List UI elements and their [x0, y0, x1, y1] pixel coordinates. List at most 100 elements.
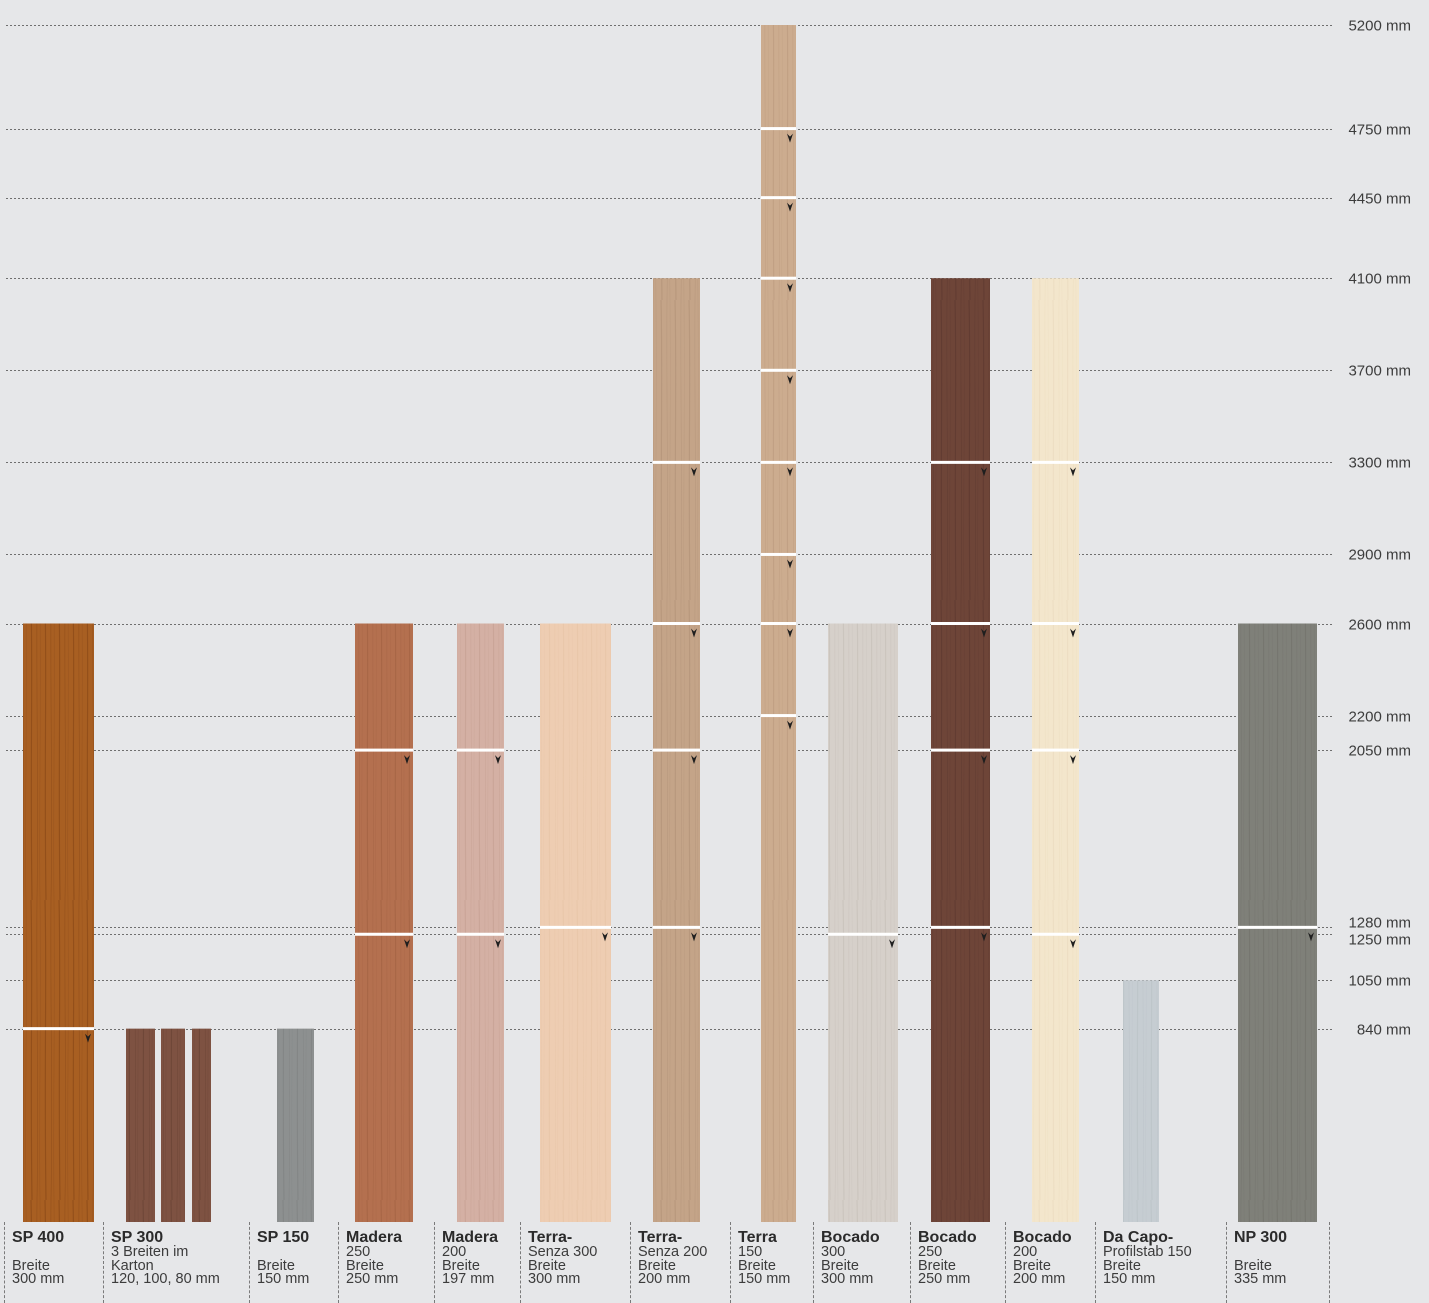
product-label-7: Terra 150 Breite 150 mm [730, 1222, 813, 1303]
level-label-3700: 3700 mm [1348, 363, 1411, 380]
level-label-5200: 5200 mm [1348, 18, 1411, 35]
cut-mark-6-3300 [653, 460, 700, 464]
cut-mark-3-1250 [355, 932, 413, 936]
cut-arrow-icon [787, 202, 793, 212]
product-detail: 300 mm [821, 1271, 874, 1287]
cut-mark-7-4450 [761, 196, 796, 200]
product-detail: Breite [257, 1257, 295, 1274]
product-detail: 250 [346, 1244, 371, 1260]
cut-arrow-icon [495, 755, 501, 765]
cut-arrow-icon [404, 755, 410, 765]
level-label-1250: 1250 mm [1348, 932, 1411, 949]
bar-1-0 [126, 1028, 155, 1222]
cut-arrow-icon [1070, 939, 1076, 949]
product-name: Madera [346, 1229, 403, 1246]
product-detail: Senza 200 [638, 1244, 708, 1260]
product-detail: Breite [442, 1257, 480, 1274]
cut-arrow-icon [1308, 932, 1314, 942]
cut-mark-7-2900 [761, 552, 796, 556]
level-lines [6, 25, 1332, 1030]
product-name: Da Capo- [1103, 1229, 1174, 1246]
product-label-3: Madera 250 Breite 250 mm [338, 1222, 434, 1303]
product-label-6: Terra- Senza 200 Breite 200 mm [630, 1222, 730, 1303]
product-name: SP 300 [111, 1229, 164, 1246]
cut-arrow-icon [787, 467, 793, 477]
cut-arrow-icon [691, 628, 697, 638]
cut-mark-8-1250 [828, 932, 898, 936]
cut-mark-7-3300 [761, 460, 796, 464]
cut-arrow-icon [787, 559, 793, 569]
product-detail: Breite [1103, 1257, 1141, 1274]
cut-mark-9-1280 [931, 925, 990, 929]
cut-arrow-icon [981, 628, 987, 638]
cut-arrow-icon [602, 932, 608, 942]
cut-arrow-icon [1070, 628, 1076, 638]
product-detail: Breite [528, 1257, 566, 1274]
bar-1-2 [192, 1028, 211, 1222]
bar-11 [1123, 980, 1159, 1222]
cut-arrow-icon [1070, 755, 1076, 765]
cut-arrow-icon [889, 939, 895, 949]
cut-mark-3-2050 [355, 748, 413, 752]
cut-mark-10-2600 [1032, 622, 1079, 625]
cut-arrow-icon [691, 932, 697, 942]
product-detail: 335 mm [1234, 1271, 1287, 1287]
product-label-8: Bocado 300 Breite 300 mm [813, 1222, 910, 1303]
cut-mark-7-4100 [761, 276, 796, 280]
cut-arrow-icon [981, 932, 987, 942]
cut-arrow-icon [787, 283, 793, 293]
level-label-2200: 2200 mm [1348, 709, 1411, 726]
bar-5 [540, 623, 611, 1222]
product-detail: 120, 100, 80 mm [111, 1271, 220, 1287]
product-label-5: Terra- Senza 300 Breite 300 mm [520, 1222, 630, 1303]
cut-mark-4-2050 [457, 748, 504, 752]
product-detail: 300 mm [528, 1271, 581, 1287]
product-detail: 200 [442, 1244, 467, 1260]
product-name: NP 300 [1234, 1229, 1288, 1246]
product-bars [23, 25, 1317, 1222]
level-label-2050: 2050 mm [1348, 743, 1411, 760]
cut-mark-9-3300 [931, 460, 990, 464]
level-label-4100: 4100 mm [1348, 271, 1411, 288]
product-detail: Breite [346, 1257, 384, 1274]
bar-12 [1238, 623, 1317, 1222]
product-detail: 300 [821, 1244, 846, 1260]
cut-arrow-icon [691, 755, 697, 765]
cut-arrow-icon [787, 628, 793, 638]
level-label-2600: 2600 mm [1348, 617, 1411, 634]
bar-2 [277, 1028, 314, 1222]
product-detail: Senza 300 [528, 1244, 598, 1260]
cut-mark-6-2600 [653, 622, 700, 625]
product-name: Terra- [528, 1229, 573, 1246]
cut-arrow-icon [787, 375, 793, 385]
level-label-1050: 1050 mm [1348, 973, 1411, 990]
product-detail: Breite [1234, 1257, 1272, 1274]
bar-3 [355, 623, 413, 1222]
level-label-3300: 3300 mm [1348, 455, 1411, 472]
cut-arrow-icon [495, 939, 501, 949]
product-detail: 150 mm [738, 1271, 791, 1287]
cut-mark-9-2600 [931, 622, 990, 625]
cut-mark-10-3300 [1032, 460, 1079, 464]
product-name: Bocado [1013, 1229, 1072, 1246]
product-label-10: Bocado 200 Breite 200 mm [1005, 1222, 1095, 1303]
product-detail: 300 mm [12, 1271, 65, 1287]
product-detail: Breite [12, 1257, 50, 1274]
product-detail: Breite [738, 1257, 776, 1274]
cut-mark-10-1250 [1032, 932, 1079, 936]
cut-mark-12-1280 [1238, 925, 1317, 929]
cut-mark-6-2050 [653, 748, 700, 752]
cut-mark-7-2600 [761, 622, 796, 625]
product-name: Bocado [918, 1229, 977, 1246]
product-name: SP 400 [12, 1229, 65, 1246]
cut-mark-5-1280 [540, 925, 611, 929]
product-detail: Breite [918, 1257, 956, 1274]
cut-arrow-icon [85, 1033, 91, 1043]
bar-8 [828, 623, 898, 1222]
product-name: Terra [738, 1229, 777, 1246]
cut-arrow-icon [691, 467, 697, 477]
product-label-9: Bocado 250 Breite 250 mm [910, 1222, 1005, 1303]
product-label-4: Madera 200 Breite 197 mm [434, 1222, 520, 1303]
product-label-11: Da Capo- Profilstab 150 Breite 150 mm [1095, 1222, 1226, 1303]
